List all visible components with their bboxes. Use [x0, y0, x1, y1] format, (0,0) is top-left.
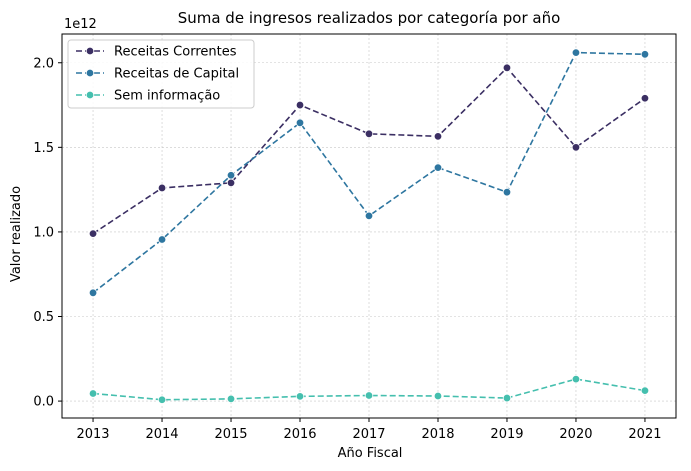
- data-point: [88, 389, 98, 398]
- x-axis-label: Año Fiscal: [338, 446, 403, 461]
- legend-marker: [85, 68, 95, 78]
- data-point: [571, 48, 581, 57]
- x-tick-label: 2016: [283, 427, 316, 442]
- legend-marker: [85, 46, 95, 56]
- data-point: [433, 391, 443, 401]
- x-tick-label: 2021: [628, 427, 661, 442]
- data-point: [502, 187, 512, 197]
- x-tick-label: 2019: [490, 427, 523, 442]
- data-point: [226, 171, 236, 180]
- data-point: [88, 229, 98, 238]
- y-tick-label: 1.0: [33, 225, 54, 240]
- y-tick-label: 0.0: [33, 395, 54, 410]
- data-point: [295, 118, 305, 128]
- data-point: [364, 129, 374, 139]
- x-tick-label: 2015: [214, 427, 247, 442]
- data-point: [502, 393, 512, 403]
- series-line: [92, 378, 646, 401]
- data-point: [502, 63, 512, 73]
- data-point: [433, 163, 443, 172]
- data-point: [295, 392, 305, 401]
- x-tick-label: 2017: [352, 427, 385, 442]
- data-point: [226, 394, 236, 404]
- data-point: [571, 143, 581, 152]
- data-point: [571, 374, 581, 384]
- legend: Receitas Correntes Receitas de Capital Sem…: [67, 39, 255, 109]
- data-point: [295, 100, 305, 110]
- data-point: [364, 211, 374, 221]
- legend-label: Sem informação: [114, 89, 220, 104]
- axis-ticks: 2013 2014 2015 2016 2017 2018 2019 2020 2021 0.0 0…: [33, 56, 661, 442]
- data-point: [226, 178, 236, 188]
- data-point: [364, 391, 374, 400]
- y-tick-label: 1.5: [33, 141, 54, 156]
- y-tick-label: 2.0: [33, 56, 54, 71]
- data-point: [640, 94, 650, 103]
- data-point: [88, 288, 98, 298]
- y-axis-offset-label: 1e12: [64, 17, 97, 32]
- legend-label: Receitas Correntes: [114, 45, 237, 60]
- legend-box: [67, 39, 255, 109]
- y-tick-label: 0.5: [33, 310, 54, 325]
- x-tick-label: 2013: [76, 427, 109, 442]
- data-point: [157, 395, 167, 404]
- series-line: [92, 66, 646, 235]
- data-point: [640, 50, 650, 59]
- legend-label: Receitas de Capital: [114, 67, 239, 82]
- data-point: [640, 386, 650, 395]
- y-axis-label: Valor realizado: [9, 186, 24, 282]
- x-tick-label: 2018: [421, 427, 454, 442]
- data-point: [157, 183, 167, 193]
- x-tick-label: 2020: [559, 427, 592, 442]
- series-group: [88, 48, 650, 404]
- data-point: [433, 132, 443, 141]
- legend-marker: [85, 90, 95, 100]
- x-tick-label: 2014: [145, 427, 178, 442]
- data-point: [157, 235, 167, 244]
- chart-title: Suma de ingresos realizados por categorí…: [178, 9, 561, 27]
